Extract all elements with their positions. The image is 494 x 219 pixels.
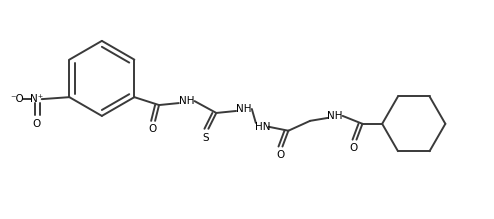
- Text: S: S: [202, 133, 209, 143]
- Text: O: O: [148, 124, 156, 134]
- Text: ⁻O: ⁻O: [10, 94, 24, 104]
- Text: N⁺: N⁺: [30, 94, 43, 104]
- Text: NH: NH: [236, 104, 252, 114]
- Text: O: O: [33, 119, 41, 129]
- Text: O: O: [349, 143, 358, 154]
- Text: NH: NH: [327, 111, 342, 121]
- Text: O: O: [276, 150, 285, 160]
- Text: NH: NH: [179, 96, 195, 106]
- Text: HN: HN: [255, 122, 270, 132]
